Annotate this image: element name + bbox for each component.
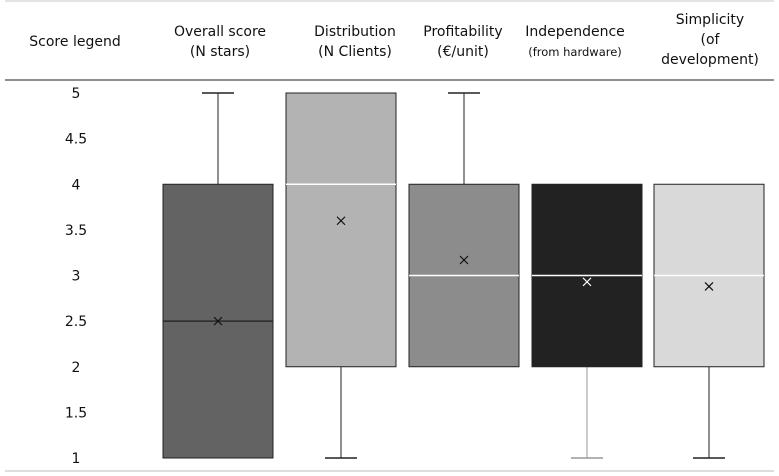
mean-marker xyxy=(582,277,592,287)
column-header-independence: Independence (from hardware) xyxy=(525,24,625,59)
y-tick-label: 4.5 xyxy=(65,132,87,148)
box xyxy=(285,92,397,368)
mean-marker xyxy=(459,255,469,265)
y-tick-label: 3 xyxy=(72,269,81,285)
score-legend-title: Score legend xyxy=(29,34,121,50)
column-header-simplicity: Simplicity (of development) xyxy=(661,12,759,68)
column-header-overall-score: Overall score (N stars) xyxy=(173,24,267,60)
y-tick-label: 4 xyxy=(72,177,81,193)
y-tick-label: 1 xyxy=(72,451,81,467)
y-tick-label: 3.5 xyxy=(65,223,87,239)
mean-marker xyxy=(704,282,714,291)
y-tick-label: 1.5 xyxy=(65,405,87,421)
mean-marker xyxy=(213,316,223,326)
column-header-distribution: Distribution (N Clients) xyxy=(314,24,396,60)
mean-marker xyxy=(336,216,346,226)
y-tick-label: 2.5 xyxy=(65,314,87,330)
column-header-profitability: Profitability (€/unit) xyxy=(423,24,503,60)
y-tick-label: 5 xyxy=(72,86,81,102)
y-tick-label: 2 xyxy=(72,360,81,376)
